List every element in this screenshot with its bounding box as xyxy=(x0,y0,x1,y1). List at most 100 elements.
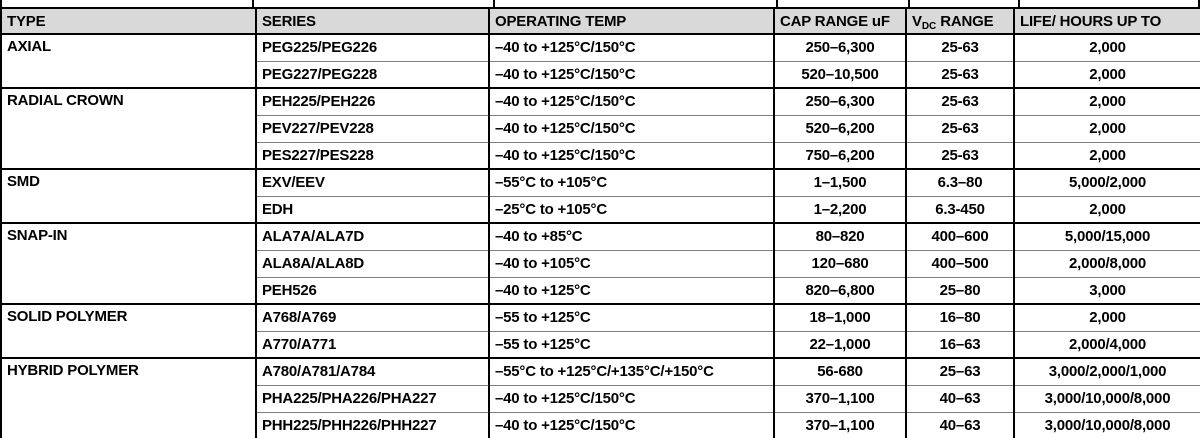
table-row: PES227/PES228 –40 to +125°C/150°C 750–6,20… xyxy=(1,141,1200,169)
table-row: PHA225/PHA226/PHA227 –40 to +125°C/150°C 3… xyxy=(1,384,1200,412)
life-cell: 3,000 xyxy=(1013,276,1200,304)
vdc-cell: 25-63 xyxy=(905,60,1014,88)
temp-cell: –40 to +125°C/150°C xyxy=(488,411,774,438)
type-cell: SNAP-IN xyxy=(1,222,256,304)
table-row: SMD EXV/EEV –55°C to +105°C 1–1,500 6.3–80 5,… xyxy=(1,168,1200,223)
column-header-type: TYPE xyxy=(1,8,256,35)
temp-cell: –55 to +125°C xyxy=(488,330,774,358)
table-row: PEV227/PEV228 –40 to +125°C/150°C 520–6,20… xyxy=(1,114,1200,142)
vdc-cell: 25-63 xyxy=(905,114,1014,142)
table-row: PHH225/PHH226/PHH227 –40 to +125°C/150°C 3… xyxy=(1,411,1200,438)
column-header-series: SERIES xyxy=(255,8,489,35)
series-cell: PHH225/PHH226/PHH227 xyxy=(255,411,489,438)
life-cell: 3,000/10,000/8,000 xyxy=(1013,384,1200,412)
temp-cell: –25°C to +105°C xyxy=(488,195,774,223)
cap-cell: 520–6,200 xyxy=(773,114,906,142)
life-cell: 2,000 xyxy=(1013,195,1200,223)
temp-cell: –55 to +125°C xyxy=(488,303,774,331)
table-row: PEG227/PEG228 –40 to +125°C/150°C 520–10,5… xyxy=(1,60,1200,88)
type-cell: HYBRID POLYMER xyxy=(1,357,256,438)
strip-grid-line xyxy=(776,0,778,7)
table-row: ALA8A/ALA8D –40 to +105°C 120–680 400–500 2,… xyxy=(1,249,1200,277)
temp-cell: –55°C to +105°C xyxy=(488,168,774,196)
vdc-cell: 6.3–80 xyxy=(905,168,1014,196)
life-cell: 2,000 xyxy=(1013,141,1200,169)
cap-cell: 120–680 xyxy=(773,249,906,277)
temp-cell: –40 to +125°C/150°C xyxy=(488,87,774,115)
capacitor-series-table: TYPE SERIES OPERATING TEMP CAP RANGE uF … xyxy=(0,7,1200,438)
series-cell: PES227/PES228 xyxy=(255,141,489,169)
vdc-cell: 16–63 xyxy=(905,330,1014,358)
type-cell: RADIAL CROWN xyxy=(1,87,256,169)
vdc-cell: 400–500 xyxy=(905,249,1014,277)
life-cell: 3,000/10,000/8,000 xyxy=(1013,411,1200,438)
table-row: SOLID POLYMER A768/A769 –55 to +125°C 18–1,… xyxy=(1,303,1200,358)
temp-cell: –55°C to +125°C/+135°C/+150°C xyxy=(488,357,774,385)
column-header-cap-range: CAP RANGE uF xyxy=(773,8,906,35)
series-cell: PEG227/PEG228 xyxy=(255,60,489,88)
type-cell: SOLID POLYMER xyxy=(1,303,256,358)
strip-grid-line xyxy=(1018,0,1020,7)
vdc-cell: 25–63 xyxy=(905,357,1014,385)
temp-cell: –40 to +125°C/150°C xyxy=(488,384,774,412)
vdc-cell: 40–63 xyxy=(905,384,1014,412)
cap-cell: 250–6,300 xyxy=(773,87,906,115)
cap-cell: 18–1,000 xyxy=(773,303,906,331)
temp-cell: –40 to +125°C xyxy=(488,276,774,304)
vdc-cell: 25-63 xyxy=(905,141,1014,169)
cap-cell: 250–6,300 xyxy=(773,33,906,61)
series-cell: EXV/EEV xyxy=(255,168,489,196)
series-cell: PEH225/PEH226 xyxy=(255,87,489,115)
vdc-cell: 400–600 xyxy=(905,222,1014,250)
series-cell: PEG225/PEG226 xyxy=(255,33,489,61)
series-cell: ALA7A/ALA7D xyxy=(255,222,489,250)
series-cell: ALA8A/ALA8D xyxy=(255,249,489,277)
cap-cell: 80–820 xyxy=(773,222,906,250)
life-cell: 3,000/2,000/1,000 xyxy=(1013,357,1200,385)
table-row: AXIAL PEG225/PEG226 –40 to +125°C/150°C 250… xyxy=(1,33,1200,88)
table-row: RADIAL CROWN PEH225/PEH226 –40 to +125°C/1… xyxy=(1,87,1200,169)
vdc-cell: 6.3-450 xyxy=(905,195,1014,223)
table-row: A770/A771 –55 to +125°C 22–1,000 16–63 2,000… xyxy=(1,330,1200,358)
strip-grid-line xyxy=(1198,0,1200,7)
cap-cell: 1–1,500 xyxy=(773,168,906,196)
life-cell: 5,000/2,000 xyxy=(1013,168,1200,196)
vdc-cell: 40–63 xyxy=(905,411,1014,438)
table-row: SNAP-IN ALA7A/ALA7D –40 to +85°C 80–820 400–… xyxy=(1,222,1200,304)
table-body: AXIAL PEG225/PEG226 –40 to +125°C/150°C 250… xyxy=(1,33,1200,438)
temp-cell: –40 to +125°C/150°C xyxy=(488,33,774,61)
strip-grid-line xyxy=(493,0,495,7)
table-row: PEH526 –40 to +125°C 820–6,800 25–80 3,000 xyxy=(1,276,1200,304)
vdc-cell: 25–80 xyxy=(905,276,1014,304)
column-header-vdc-range: VDC RANGE xyxy=(905,8,1014,35)
temp-cell: –40 to +85°C xyxy=(488,222,774,250)
vdc-label-subscript: DC xyxy=(921,20,937,32)
series-cell: A780/A781/A784 xyxy=(255,357,489,385)
series-cell: PEV227/PEV228 xyxy=(255,114,489,142)
cap-cell: 820–6,800 xyxy=(773,276,906,304)
type-cell: SMD xyxy=(1,168,256,223)
temp-cell: –40 to +125°C/150°C xyxy=(488,141,774,169)
temp-cell: –40 to +105°C xyxy=(488,249,774,277)
cap-cell: 56-680 xyxy=(773,357,906,385)
series-cell: A768/A769 xyxy=(255,303,489,331)
life-cell: 2,000/8,000 xyxy=(1013,249,1200,277)
series-cell: PHA225/PHA226/PHA227 xyxy=(255,384,489,412)
vdc-cell: 25-63 xyxy=(905,87,1014,115)
life-cell: 2,000 xyxy=(1013,114,1200,142)
cap-cell: 370–1,100 xyxy=(773,411,906,438)
series-cell: PEH526 xyxy=(255,276,489,304)
column-header-operating-temp: OPERATING TEMP xyxy=(488,8,774,35)
life-cell: 2,000 xyxy=(1013,87,1200,115)
cap-cell: 520–10,500 xyxy=(773,60,906,88)
vdc-cell: 25-63 xyxy=(905,33,1014,61)
series-cell: A770/A771 xyxy=(255,330,489,358)
type-cell: AXIAL xyxy=(1,33,256,88)
life-cell: 2,000 xyxy=(1013,33,1200,61)
cap-cell: 22–1,000 xyxy=(773,330,906,358)
strip-grid-line xyxy=(0,0,2,7)
vdc-label-range: RANGE xyxy=(936,12,994,30)
life-cell: 2,000 xyxy=(1013,303,1200,331)
cap-cell: 750–6,200 xyxy=(773,141,906,169)
